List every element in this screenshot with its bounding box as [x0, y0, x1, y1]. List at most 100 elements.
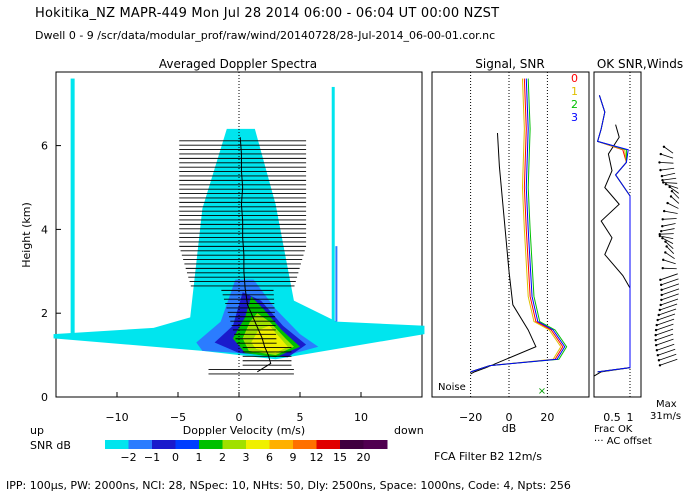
spectra-panel-frame	[55, 71, 423, 398]
wind-arrow-head	[658, 364, 662, 367]
x-tick-label: −10	[105, 411, 128, 424]
wind-arrow-head	[658, 233, 661, 236]
colorbar-swatch	[175, 440, 200, 449]
okfrac-title: OK SNR,Winds	[597, 57, 683, 71]
okfrac-line-beam-2	[596, 95, 631, 373]
wind-arrow	[665, 241, 674, 249]
wind-arrow-head	[662, 258, 665, 262]
x-tick-label: 5	[297, 411, 304, 424]
wind-arrow-head	[659, 278, 662, 282]
wind-arrow	[667, 202, 679, 209]
wind-arrow-head	[668, 185, 671, 189]
okfrac-tick-label: 0.5	[603, 411, 621, 424]
x-tick-label: 0	[236, 411, 243, 424]
mean-velocity-profile	[239, 137, 272, 373]
colorbar-swatch	[199, 440, 223, 449]
snr-tick-label: 20	[540, 411, 554, 424]
wind-arrow-head	[657, 359, 661, 362]
legend-entry-2: 2	[571, 98, 578, 111]
wind-arrow	[660, 167, 675, 171]
okfrac-panel-frame	[593, 71, 642, 398]
snr-line-beam-1	[470, 78, 562, 373]
wind-arrow	[660, 298, 679, 306]
snr-colorbar	[105, 440, 388, 449]
wind-arrow-head	[659, 283, 663, 287]
wind-arrow	[655, 328, 674, 336]
mean-velocity-line	[239, 137, 272, 373]
wind-arrow	[659, 233, 674, 235]
wind-arrow	[660, 273, 678, 281]
wind-arrow	[661, 172, 676, 177]
x-label-up: up	[30, 424, 44, 437]
wind-arrow-head	[664, 251, 667, 254]
wind-arrow-head	[657, 313, 660, 317]
wind-arrow-head	[656, 354, 660, 357]
snr-tick-label: −20	[459, 411, 482, 424]
okfrac-xlabel: Frac OK	[594, 424, 633, 435]
wind-arrow	[665, 183, 679, 189]
x-tick-label: −5	[170, 411, 186, 424]
colorbar-swatch	[293, 440, 317, 449]
wind-arrow-head	[658, 161, 661, 164]
wind-arrow-head	[654, 333, 657, 337]
heat-layer-2	[214, 292, 307, 358]
wind-arrow-head	[664, 240, 667, 243]
wind-arrow-head	[659, 303, 662, 307]
spectra-width-bars	[179, 140, 307, 375]
okfrac-line-beam-0	[596, 95, 631, 373]
legend-entry-3: 3	[571, 111, 578, 124]
heat-layer-4	[242, 313, 294, 356]
wind-arrow-head	[654, 338, 657, 342]
wind-arrow-head	[660, 298, 663, 302]
colorbar-swatch	[316, 440, 341, 449]
y-tick-label: 4	[41, 223, 48, 236]
wind-arrow-head	[660, 293, 663, 297]
spectra-ylabel: Height (km)	[20, 202, 33, 268]
colorbar-label: SNR dB	[30, 439, 71, 452]
wind-arrow	[662, 267, 677, 270]
wind-arrow	[661, 283, 680, 291]
y-tick-label: 0	[41, 391, 48, 404]
wind-arrow	[661, 288, 680, 296]
ac-offset-label: ··· AC offset	[594, 436, 652, 447]
wind-arrow	[661, 228, 675, 232]
wind-arrow	[655, 323, 674, 331]
heat-layer-5	[251, 325, 288, 354]
signal-line-black	[470, 133, 537, 375]
filter-label: FCA Filter B2 12m/s	[434, 450, 542, 463]
wind-arrow-head	[669, 195, 673, 198]
snr-lines: ×	[470, 72, 568, 397]
wind-arrow	[658, 308, 677, 316]
colorbar-tick-label: 3	[243, 451, 250, 464]
wind-arrow	[662, 177, 677, 181]
wind-arrow	[665, 252, 675, 260]
wind-arrow-head	[662, 209, 666, 213]
footer-params: IPP: 100µs, PW: 2000ns, NCI: 28, NSpec: …	[6, 479, 571, 492]
colorbar-tick-label: 15	[333, 451, 347, 464]
wind-arrows	[654, 145, 680, 367]
okfrac-line-beam-3	[596, 95, 631, 373]
okfrac-tick-label: 1	[627, 411, 634, 424]
colorbar-swatch	[222, 440, 247, 449]
okfrac-line-black	[593, 124, 631, 377]
wind-max-value: 31m/s	[650, 411, 681, 422]
noise-label: Noise	[438, 382, 466, 393]
heat-spike-right-a	[331, 86, 335, 322]
header-path: Dwell 0 - 9 /scr/data/modular_prof/raw/w…	[35, 29, 496, 42]
colorbar-tick-label: 12	[310, 451, 324, 464]
colorbar-swatch	[105, 440, 129, 449]
snr-title: Signal, SNR	[475, 57, 544, 71]
colorbar-ticks: −2 −1 0 1 2 3 6 9 12 15 20	[120, 451, 370, 464]
colorbar-swatch	[246, 440, 270, 449]
wind-arrow	[662, 218, 677, 220]
okfrac-line-beam-1	[596, 95, 631, 373]
wind-arrow-head	[665, 245, 668, 248]
colorbar-tick-label: 1	[196, 451, 203, 464]
colorbar-swatch	[128, 440, 153, 449]
spectra-xlabel: Doppler Velocity (m/s)	[183, 424, 305, 437]
spectra-x-ticks: −10 −5 0 5 10	[105, 392, 368, 424]
colorbar-swatch	[340, 440, 364, 449]
okfrac-lines	[593, 72, 631, 397]
spectra-y-ticks: 0 2 4 6	[41, 140, 61, 404]
